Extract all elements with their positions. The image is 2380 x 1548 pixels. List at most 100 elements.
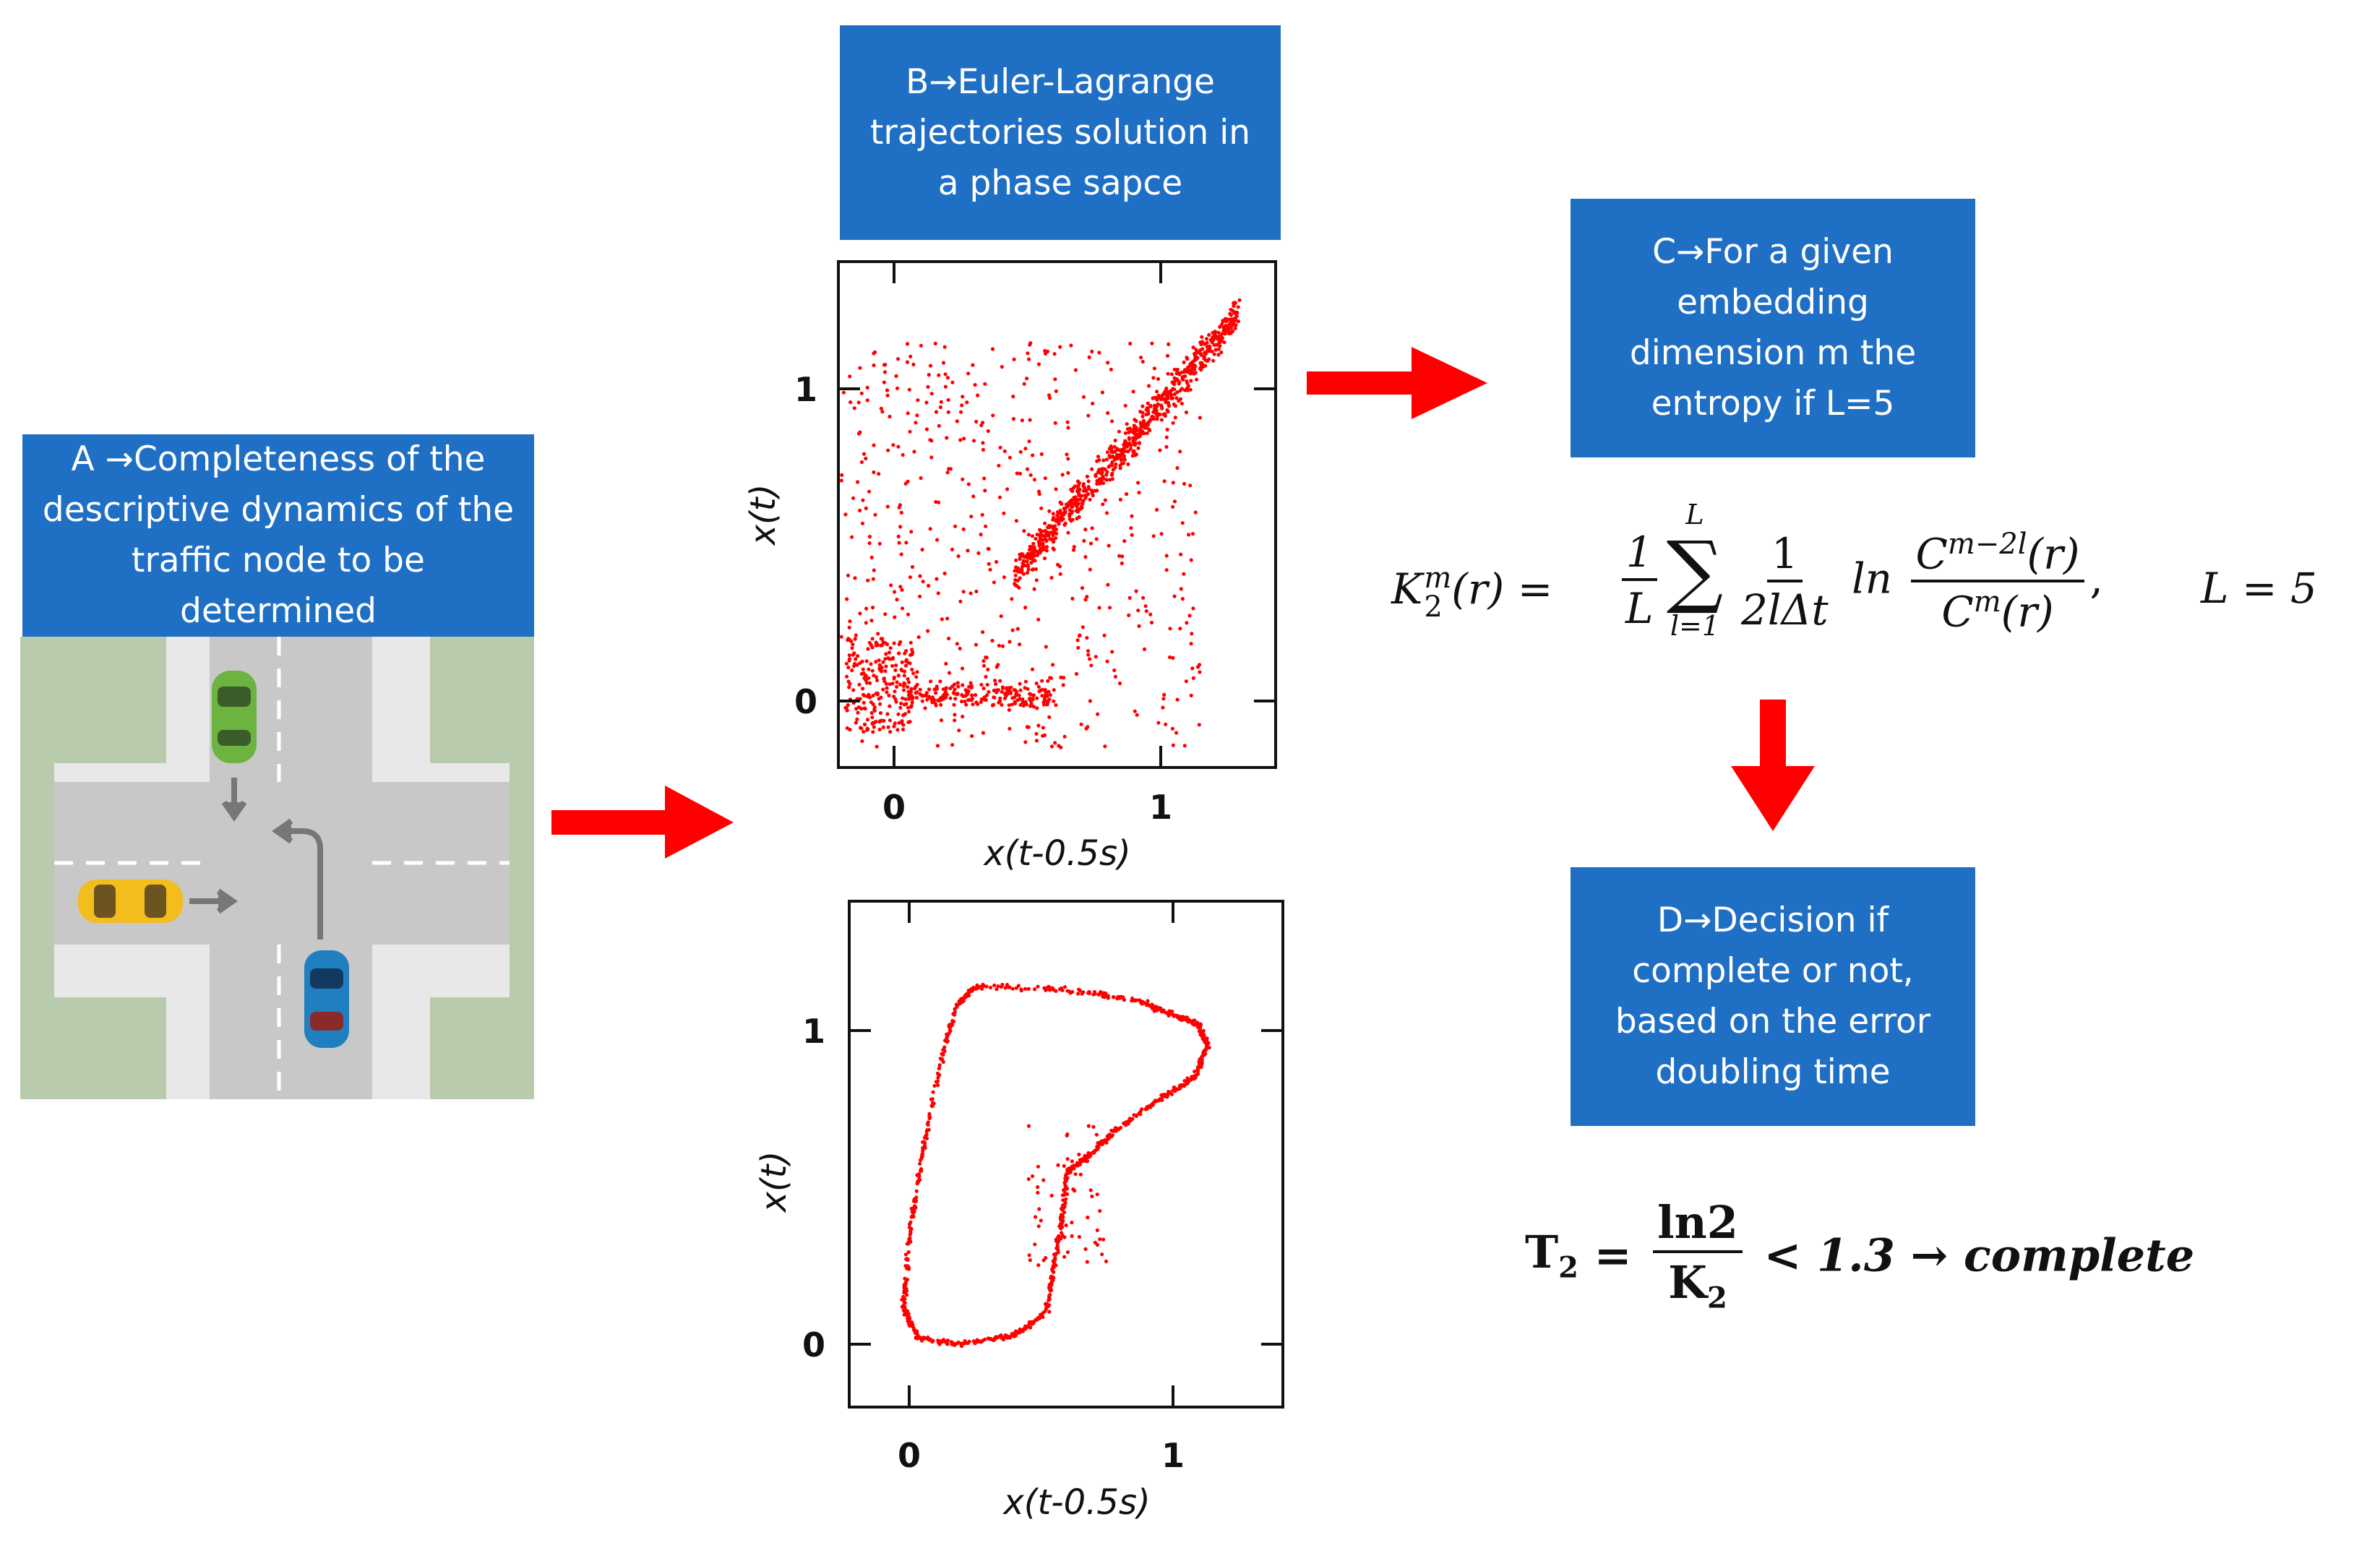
scatter-point <box>950 547 955 552</box>
scatter-point <box>1017 585 1021 590</box>
scatter-point <box>1161 697 1166 701</box>
scatter-point <box>1167 1009 1172 1013</box>
scatter-point <box>1154 1098 1159 1103</box>
scatter-point <box>1203 1040 1208 1044</box>
scatter-point <box>1031 453 1035 457</box>
scatter-point <box>1195 665 1200 669</box>
scatter-point <box>1028 418 1032 422</box>
scatter-point <box>1106 582 1110 587</box>
scatter-point <box>949 1340 953 1344</box>
grass-block-bottom-left <box>54 997 166 1099</box>
scatter-point <box>1091 1125 1096 1129</box>
scatter-point <box>1198 361 1203 365</box>
scatter-point <box>1198 670 1202 674</box>
scatter-point <box>1046 679 1050 683</box>
scatter-point <box>1079 722 1083 726</box>
scatter-point <box>1162 692 1167 697</box>
scatter-point <box>1221 325 1226 330</box>
scatter-point <box>1109 367 1113 371</box>
scatter-point <box>1080 586 1085 590</box>
scatter-point <box>1193 355 1198 359</box>
scatter-point <box>1025 467 1030 471</box>
scatter-point <box>888 657 892 661</box>
scatter-point <box>979 682 984 687</box>
scatter-point <box>918 594 922 598</box>
scatter-point <box>928 364 933 368</box>
scatter-point <box>1178 397 1182 401</box>
scatter-point <box>889 583 893 588</box>
scatter-point <box>1008 689 1013 695</box>
scatter-point <box>1113 465 1117 470</box>
scatter-point <box>1210 349 1214 353</box>
scatter-point <box>1122 1121 1126 1125</box>
scatter-point <box>1101 502 1105 507</box>
scatter-point <box>1107 606 1112 610</box>
scatter-point <box>1044 545 1049 549</box>
scatter-point <box>914 695 919 700</box>
scatter-point <box>1043 521 1047 525</box>
scatter-point <box>994 1335 998 1339</box>
scatter-point <box>1204 351 1208 356</box>
scatter-point <box>1023 686 1027 690</box>
scatter-point <box>942 1045 947 1049</box>
scatter-point <box>912 450 916 454</box>
scatter-point <box>931 1339 935 1343</box>
scatter-point <box>1008 1335 1013 1339</box>
scatter-point <box>1185 381 1190 385</box>
scatter-point <box>1031 541 1036 546</box>
scatter-point <box>1141 421 1146 425</box>
scatter-point <box>858 611 862 616</box>
scatter-point <box>986 667 990 672</box>
scatter-point <box>958 438 963 442</box>
scatter-point <box>1096 455 1101 459</box>
scatter-point <box>992 983 997 988</box>
eq-l-equals: L = 5 <box>2201 564 2317 613</box>
scatter-point <box>890 681 895 686</box>
scatter-point <box>1066 457 1070 461</box>
scatter-point <box>1086 479 1091 483</box>
scatter-point <box>1143 423 1147 428</box>
scatter-point <box>971 494 976 499</box>
scatter-point <box>1059 1237 1063 1241</box>
scatter-point <box>1060 1208 1065 1212</box>
scatter-point <box>1086 991 1091 995</box>
scatter-point <box>1065 1187 1070 1191</box>
scatter-point <box>1101 477 1106 481</box>
scatter-point <box>1100 1252 1104 1257</box>
scatter-point <box>1127 441 1132 446</box>
scatter-point <box>970 734 974 739</box>
scatter-point <box>1054 1246 1059 1250</box>
scatter-point <box>1159 418 1164 422</box>
scatter-point <box>1211 358 1216 363</box>
scatter-point <box>1123 431 1127 435</box>
scatter-point <box>1083 598 1088 602</box>
box-a-line: A →Completeness of the <box>71 439 486 479</box>
scatter-point <box>1062 1235 1067 1239</box>
scatter-point <box>1062 1188 1066 1192</box>
scatter-point <box>1070 504 1075 509</box>
box-d-line: based on the error <box>1615 1002 1931 1041</box>
scatter-point <box>945 1338 950 1343</box>
scatter-point <box>928 438 932 442</box>
scatter-point <box>937 373 941 377</box>
scatter-point <box>1133 441 1138 445</box>
scatter-point <box>1178 627 1182 631</box>
scatter-point <box>1056 1163 1060 1167</box>
scatter-point <box>1053 1257 1057 1262</box>
scatter-point <box>1010 597 1014 601</box>
scatter-point <box>1178 1083 1182 1088</box>
scatter-point <box>862 729 866 734</box>
scatter-point <box>1005 487 1010 491</box>
scatter-point <box>875 678 880 683</box>
scatter-point <box>1096 1145 1101 1150</box>
scatter-point <box>1023 447 1028 451</box>
scatter-point <box>1042 547 1047 551</box>
scatter-point <box>1191 676 1195 680</box>
scatter-point <box>924 691 929 695</box>
scatter-point <box>871 606 875 610</box>
scatter-point <box>1197 1064 1201 1068</box>
scatter-point <box>893 668 898 673</box>
scatter-point <box>906 680 911 684</box>
scatter-point <box>1154 408 1159 413</box>
scatter-point <box>1050 538 1054 542</box>
